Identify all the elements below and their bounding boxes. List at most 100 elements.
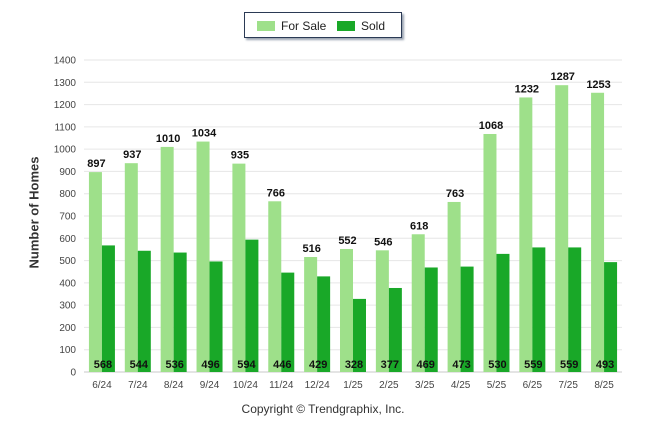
bar-sold <box>137 250 151 372</box>
y-tick-label: 1300 <box>54 78 77 89</box>
data-label-for-sale: 1232 <box>515 83 539 95</box>
bar-sold <box>317 276 331 372</box>
legend-item-sold[interactable]: Sold <box>337 19 385 33</box>
bar-for-sale <box>375 250 389 372</box>
data-label-sold: 559 <box>524 359 542 371</box>
data-label-sold: 377 <box>381 359 399 371</box>
x-tick-label: 12/24 <box>305 380 330 391</box>
x-tick-label: 10/24 <box>233 380 258 391</box>
data-label-sold: 496 <box>201 359 219 371</box>
data-label-for-sale: 618 <box>410 220 428 232</box>
data-label-for-sale: 516 <box>302 243 320 255</box>
data-label-sold: 446 <box>273 359 291 371</box>
legend-swatch-sold <box>337 21 355 31</box>
y-tick-label: 1100 <box>54 122 76 133</box>
data-label-for-sale: 1010 <box>156 133 180 145</box>
bar-for-sale <box>88 172 102 372</box>
data-label-for-sale: 1287 <box>550 71 574 83</box>
bar-for-sale <box>124 163 138 372</box>
data-label-sold: 469 <box>417 359 435 371</box>
bar-sold <box>101 245 115 372</box>
data-label-for-sale: 552 <box>338 235 356 247</box>
copyright-text: Copyright © Trendgraphix, Inc. <box>241 402 405 416</box>
data-label-for-sale: 1253 <box>586 79 610 91</box>
bar-for-sale <box>591 92 605 372</box>
bar-for-sale <box>519 97 533 372</box>
y-tick-label: 900 <box>59 167 76 178</box>
data-label-for-sale: 937 <box>123 149 141 161</box>
x-tick-label: 6/24 <box>92 380 112 391</box>
data-label-for-sale: 763 <box>446 188 464 200</box>
data-label-for-sale: 766 <box>267 187 285 199</box>
bar-for-sale <box>411 234 425 372</box>
y-tick-label: 1400 <box>54 56 77 67</box>
x-tick-label: 3/25 <box>415 380 435 391</box>
y-tick-label: 200 <box>59 323 76 334</box>
x-tick-label: 11/24 <box>269 380 294 391</box>
data-label-sold: 328 <box>345 359 363 371</box>
x-tick-label: 5/25 <box>487 380 507 391</box>
bar-for-sale <box>304 257 318 372</box>
bar-sold <box>353 298 366 372</box>
data-label-sold: 594 <box>237 359 256 371</box>
y-tick-label: 300 <box>59 301 76 312</box>
x-tick-label: 7/25 <box>558 380 578 391</box>
legend-label-sold: Sold <box>361 19 386 33</box>
bar-for-sale <box>555 85 569 372</box>
x-tick-label: 2/25 <box>379 380 399 391</box>
bar-sold <box>424 267 438 372</box>
x-tick-label: 8/24 <box>164 380 184 391</box>
bar-sold <box>568 247 582 372</box>
x-tick-label: 9/24 <box>200 380 220 391</box>
data-label-sold: 473 <box>452 359 470 371</box>
legend-item-for-sale[interactable]: For Sale <box>257 19 326 33</box>
bar-sold <box>388 287 402 372</box>
y-tick-label: 100 <box>59 345 76 356</box>
bar-for-sale <box>160 146 174 372</box>
bar-for-sale <box>447 201 461 372</box>
y-tick-label: 700 <box>59 212 76 223</box>
data-label-for-sale: 1068 <box>479 120 503 132</box>
data-label-sold: 559 <box>560 359 578 371</box>
data-label-sold: 429 <box>309 359 327 371</box>
bar-sold <box>604 262 618 372</box>
data-label-sold: 536 <box>165 359 183 371</box>
y-tick-label: 500 <box>59 256 76 267</box>
y-tick-label: 800 <box>59 189 76 200</box>
y-tick-label: 0 <box>70 368 76 379</box>
bar-for-sale <box>340 248 353 372</box>
legend-label-for-sale: For Sale <box>281 19 327 33</box>
x-tick-label: 1/25 <box>343 380 363 391</box>
x-tick-label: 4/25 <box>451 380 471 391</box>
x-tick-label: 8/25 <box>594 380 614 391</box>
bar-sold <box>532 247 546 372</box>
y-tick-label: 1000 <box>54 145 77 156</box>
data-label-for-sale: 546 <box>374 236 392 248</box>
x-tick-label: 6/25 <box>523 380 543 391</box>
legend: For Sale Sold <box>244 12 402 38</box>
bar-for-sale <box>483 133 497 372</box>
bar-sold <box>209 261 223 372</box>
data-label-for-sale: 935 <box>231 150 249 162</box>
bar-sold <box>245 239 259 372</box>
y-tick-label: 400 <box>59 278 76 289</box>
bar-for-sale <box>232 163 246 372</box>
y-tick-label: 600 <box>59 234 76 245</box>
data-label-sold: 568 <box>94 359 112 371</box>
bar-sold <box>281 272 295 372</box>
bar-for-sale <box>268 201 282 372</box>
bar-sold <box>496 253 510 372</box>
data-label-sold: 544 <box>130 359 149 371</box>
data-label-sold: 530 <box>488 359 506 371</box>
bar-for-sale <box>196 141 210 372</box>
data-label-sold: 493 <box>596 359 614 371</box>
data-label-for-sale: 897 <box>87 158 105 170</box>
legend-swatch-for-sale <box>257 21 275 31</box>
bar-sold <box>173 252 187 372</box>
data-label-for-sale: 1034 <box>192 128 217 140</box>
bar-sold <box>460 266 474 372</box>
y-tick-label: 1200 <box>54 100 77 111</box>
x-tick-label: 7/24 <box>128 380 148 391</box>
